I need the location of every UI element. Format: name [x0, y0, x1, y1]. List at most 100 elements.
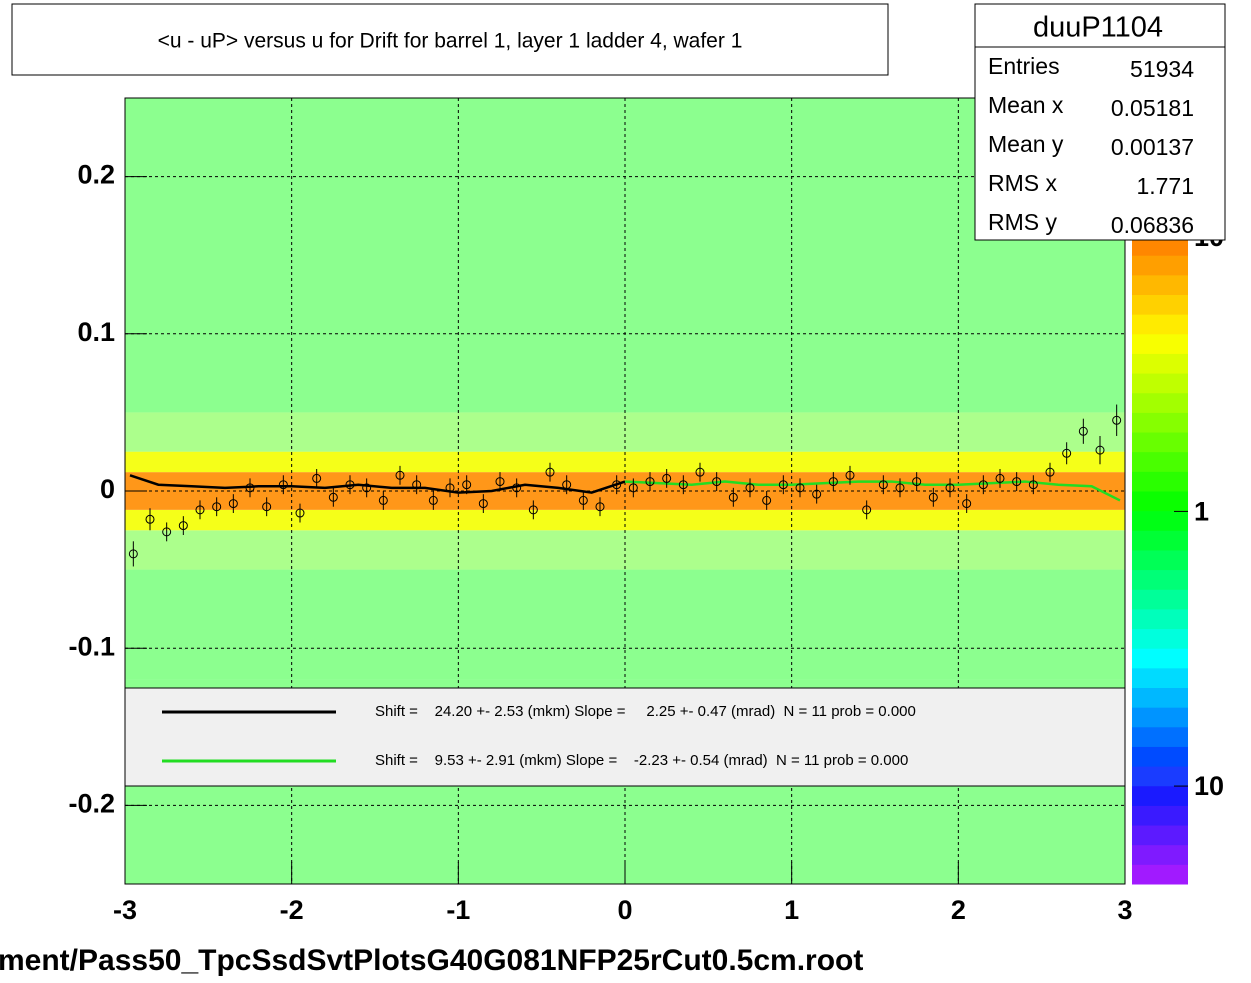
- palette-step: [1132, 569, 1188, 590]
- profile-point: [862, 505, 872, 515]
- density-band: [125, 451, 1125, 473]
- palette-step: [1132, 510, 1188, 531]
- stats-title: duuP1104: [1033, 12, 1163, 44]
- plot-frame: [124, 97, 1126, 885]
- profile-point: [1012, 477, 1022, 487]
- fit-curve: [129, 474, 626, 494]
- profile-point: [762, 495, 772, 505]
- profile-point: [445, 483, 455, 493]
- palette-step: [1132, 805, 1188, 826]
- palette-step: [1132, 274, 1188, 295]
- profile-point: [778, 480, 788, 490]
- palette-step: [1132, 766, 1188, 787]
- stats-value: 0.05181: [1111, 95, 1194, 121]
- profile-point: [145, 514, 155, 524]
- profile-point: [328, 492, 338, 502]
- profile-point: [1062, 448, 1072, 458]
- x-tick-label: -1: [446, 895, 470, 925]
- x-tick-label: 2: [951, 895, 966, 925]
- palette-step: [1132, 844, 1188, 865]
- profile-point: [1045, 467, 1055, 477]
- stats-value: 1.771: [1136, 173, 1194, 199]
- palette-step: [1132, 589, 1188, 610]
- palette-step: [1132, 687, 1188, 708]
- stats-value: 0.00137: [1111, 134, 1194, 160]
- palette-step: [1132, 314, 1188, 335]
- stats-name: Entries: [988, 53, 1060, 79]
- profile-point: [795, 483, 805, 493]
- palette-step: [1132, 549, 1188, 571]
- profile-point: [878, 480, 888, 490]
- profile-point: [312, 473, 322, 483]
- x-tick-label: 1: [784, 895, 799, 925]
- y-tick-label: 0.2: [77, 160, 115, 190]
- palette-step: [1132, 353, 1188, 374]
- legend-label: Shift = 24.20 +- 2.53 (mkm) Slope = 2.25…: [375, 703, 916, 720]
- profile-point: [562, 480, 572, 490]
- palette-step: [1132, 746, 1188, 767]
- profile-point: [978, 480, 988, 490]
- profile-point: [195, 505, 205, 515]
- chart-title: <u - uP> versus u for Drift for barrel 1…: [158, 30, 743, 53]
- footer: ment/Pass50_TpcSsdSvtPlotsG40G081NFP25rC…: [0, 944, 863, 977]
- profile-point: [228, 499, 238, 509]
- palette-step: [1132, 648, 1188, 669]
- profile-point: [245, 483, 255, 493]
- palette-step: [1132, 255, 1188, 276]
- profile-point: [995, 473, 1005, 483]
- profile-point: [462, 480, 472, 490]
- profile-point: [812, 489, 822, 499]
- profile-point: [728, 492, 738, 502]
- profile-point: [262, 502, 272, 512]
- palette-step: [1132, 707, 1188, 728]
- profile-point: [545, 467, 555, 477]
- z-tick-label: 10: [1194, 771, 1224, 801]
- x-tick-label: -3: [113, 895, 137, 925]
- palette-step: [1132, 726, 1188, 747]
- profile-point: [1112, 415, 1122, 425]
- stats-name: RMS y: [988, 209, 1058, 235]
- palette-step: [1132, 235, 1188, 256]
- profile-point: [212, 502, 222, 512]
- stats-name: Mean x: [988, 92, 1064, 118]
- profile-point: [912, 477, 922, 487]
- profile-point: [962, 499, 972, 509]
- profile-point: [628, 483, 638, 493]
- palette-step: [1132, 628, 1188, 649]
- z-tick-label: 1: [1194, 497, 1209, 527]
- palette-step: [1132, 864, 1188, 885]
- profile-point: [745, 483, 755, 493]
- profile-point: [428, 495, 438, 505]
- profile-point: [162, 527, 172, 537]
- profile-point: [828, 477, 838, 487]
- profile-point: [1078, 426, 1088, 436]
- profile-point: [512, 483, 522, 493]
- profile-point: [362, 483, 372, 493]
- profile-point: [295, 508, 305, 518]
- y-tick-label: 0.1: [77, 317, 115, 347]
- profile-point: [845, 470, 855, 480]
- y-tick-label: -0.2: [68, 789, 115, 819]
- profile-point: [378, 495, 388, 505]
- profile-point: [278, 480, 288, 490]
- palette-step: [1132, 667, 1188, 688]
- stats-name: RMS x: [988, 170, 1058, 196]
- x-tick-label: -2: [280, 895, 304, 925]
- profile-point: [578, 495, 588, 505]
- profile-point: [695, 467, 705, 477]
- palette-step: [1132, 432, 1188, 453]
- profile-point: [928, 492, 938, 502]
- palette-step: [1132, 451, 1188, 472]
- palette-step: [1132, 825, 1188, 846]
- legend-label: Shift = 9.53 +- 2.91 (mkm) Slope = -2.23…: [375, 752, 908, 769]
- palette-step: [1132, 392, 1188, 413]
- profile-point: [612, 480, 622, 490]
- profile-point: [645, 477, 655, 487]
- profile-point: [895, 483, 905, 493]
- profile-point: [945, 483, 955, 493]
- profile-point: [712, 477, 722, 487]
- palette-step: [1132, 333, 1188, 354]
- stats-value: 0.06836: [1111, 212, 1194, 238]
- profile-point: [412, 480, 422, 490]
